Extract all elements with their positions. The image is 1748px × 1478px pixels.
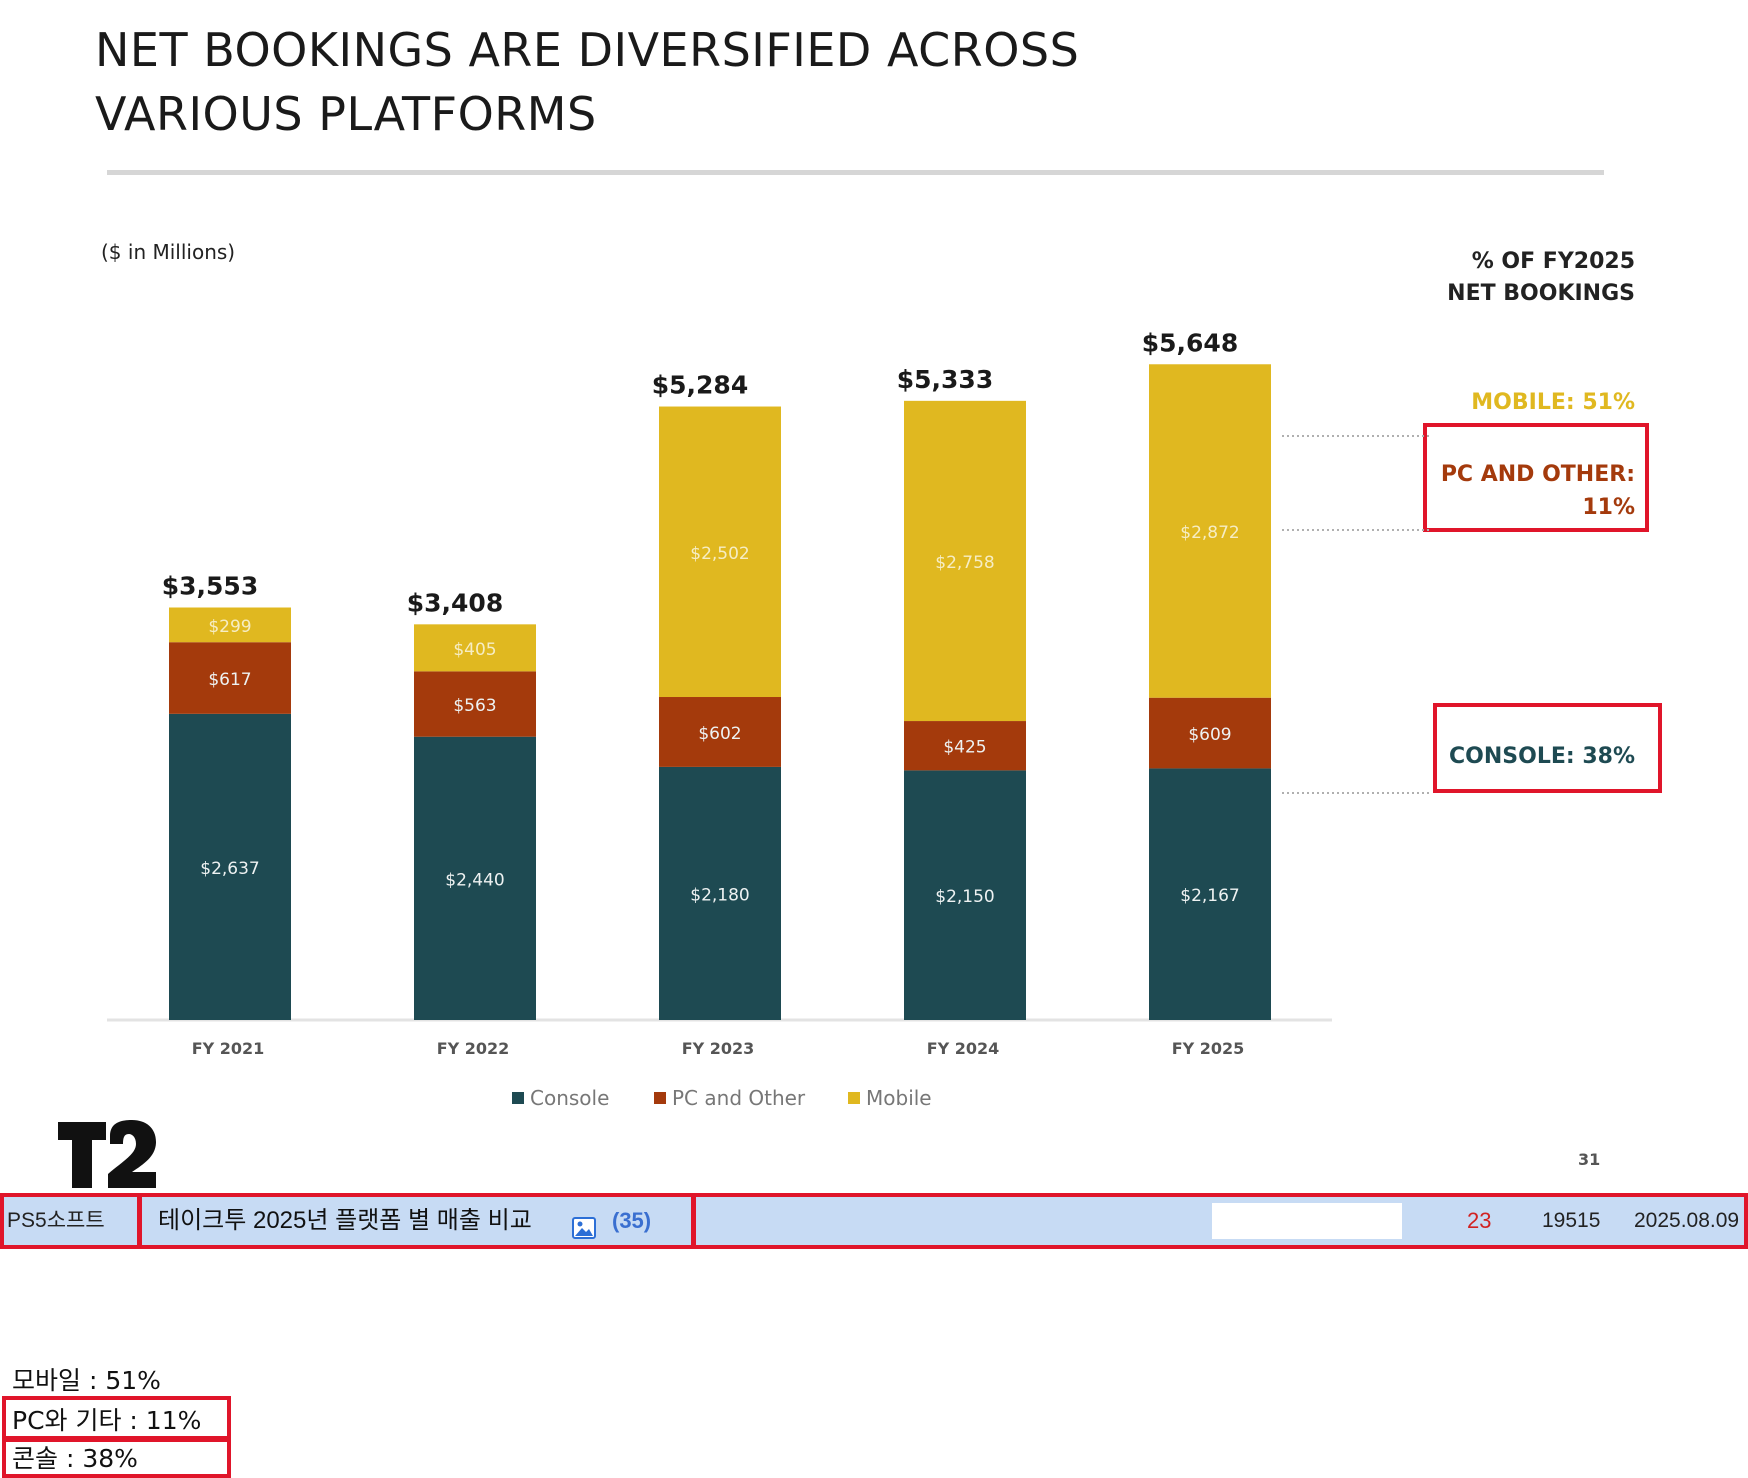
post-category[interactable]: PS5소프트 — [7, 1209, 105, 1232]
highlight-box-pc — [1423, 423, 1649, 532]
data-label-console-fy-2021: $2,637 — [200, 859, 259, 879]
data-label-mobile-fy-2021: $299 — [208, 617, 251, 637]
title-divider — [107, 170, 1604, 175]
legend-label-mobile: Mobile — [866, 1086, 932, 1110]
highlight-box-body-console — [2, 1438, 231, 1478]
highlight-box-console — [1433, 703, 1662, 793]
pct-console: CONSOLE: 38% — [1449, 744, 1635, 769]
legend-swatch-pc-and-other — [654, 1092, 666, 1104]
highlight-box-title — [138, 1193, 695, 1249]
legend-label-console: Console — [530, 1086, 609, 1110]
view-count: 19515 — [1542, 1209, 1601, 1232]
t2-logo — [58, 1120, 156, 1188]
pct-header-line2: NET BOOKINGS — [1447, 281, 1635, 306]
bar-console-fy-2025 — [1149, 768, 1271, 1020]
x-tick-label-fy-2021: FY 2021 — [192, 1039, 265, 1058]
guide-lines — [1282, 435, 1430, 794]
bar-pc-and-other-fy-2022 — [414, 671, 536, 737]
image-icon — [572, 1210, 596, 1239]
pct-header-line1: % OF FY2025 — [1471, 249, 1635, 274]
total-label-fy-2023: $5,284 — [652, 371, 748, 400]
data-label-console-fy-2024: $2,150 — [935, 887, 994, 907]
data-label-mobile-fy-2022: $405 — [453, 640, 496, 660]
x-tick-label-fy-2024: FY 2024 — [927, 1039, 1000, 1058]
bookings-chart: $2,637 $617 $299 $3,553 FY 2021 $2,440 $563 $40… — [107, 328, 1430, 1110]
data-label-console-fy-2022: $2,440 — [445, 870, 504, 890]
total-label-fy-2022: $3,408 — [407, 588, 503, 617]
data-label-pc-and-other-fy-2025: $609 — [1188, 725, 1231, 745]
body-line-mobile: 모바일 : 51% — [12, 1366, 161, 1395]
data-label-console-fy-2023: $2,180 — [690, 885, 749, 905]
bar-mobile-fy-2025 — [1149, 364, 1271, 698]
post-title-link[interactable]: 테이크투 2025년 플랫폼 별 매출 비교 — [158, 1207, 532, 1234]
highlight-box-row — [692, 1193, 1748, 1249]
bar-mobile-fy-2021 — [169, 607, 291, 643]
bar-pc-and-other-fy-2023 — [659, 697, 781, 767]
x-tick-label-fy-2022: FY 2022 — [437, 1039, 510, 1058]
x-tick-label-fy-2025: FY 2025 — [1172, 1039, 1245, 1058]
total-label-fy-2024: $5,333 — [897, 365, 993, 394]
slide-title-line1: NET BOOKINGS ARE DIVERSIFIED ACROSS — [95, 23, 1080, 77]
data-label-mobile-fy-2025: $2,872 — [1180, 523, 1239, 543]
units-note: ($ in Millions) — [101, 240, 236, 264]
pct-header: % OF FY2025 NET BOOKINGS — [1447, 246, 1635, 310]
data-label-mobile-fy-2023: $2,502 — [690, 544, 749, 564]
page-number: 31 — [1578, 1150, 1601, 1169]
comment-count[interactable]: (35) — [612, 1208, 652, 1233]
data-label-pc-and-other-fy-2022: $563 — [453, 696, 496, 716]
post-date: 2025.08.09 — [1634, 1209, 1740, 1232]
board-post-row[interactable]: PS5소프트 테이크투 2025년 플랫폼 별 매출 비교 (35) 23 19… — [0, 1196, 1748, 1246]
x-tick-label-fy-2023: FY 2023 — [682, 1039, 755, 1058]
highlight-box-category — [0, 1193, 141, 1249]
bar-console-fy-2021 — [169, 713, 291, 1020]
bar-console-fy-2023 — [659, 766, 781, 1020]
bar-pc-and-other-fy-2021 — [169, 642, 291, 714]
bar-pc-and-other-fy-2025 — [1149, 697, 1271, 769]
pct-pc-line1: PC AND OTHER: — [1440, 462, 1635, 487]
data-label-pc-and-other-fy-2023: $602 — [698, 724, 741, 744]
bar-console-fy-2024 — [904, 770, 1026, 1020]
total-label-fy-2025: $5,648 — [1142, 328, 1238, 357]
pct-pc-line2: 11% — [1582, 495, 1635, 520]
pct-pc-other: PC AND OTHER: 11% — [1441, 458, 1635, 524]
highlight-box-body-pc — [2, 1396, 231, 1440]
recommend-count: 23 — [1467, 1208, 1492, 1233]
data-label-pc-and-other-fy-2024: $425 — [943, 738, 986, 758]
pct-mobile: MOBILE: 51% — [1471, 390, 1635, 415]
legend-swatch-mobile — [848, 1092, 860, 1104]
bar-console-fy-2022 — [414, 736, 536, 1020]
bar-pc-and-other-fy-2024 — [904, 721, 1026, 771]
legend-label-pc-and-other: PC and Other — [672, 1086, 806, 1110]
legend-swatch-console — [512, 1092, 524, 1104]
data-label-pc-and-other-fy-2021: $617 — [208, 670, 251, 690]
bar-mobile-fy-2023 — [659, 406, 781, 698]
blank-field — [1212, 1203, 1402, 1239]
data-label-console-fy-2025: $2,167 — [1180, 886, 1239, 906]
bar-mobile-fy-2022 — [414, 624, 536, 672]
slide-title: NET BOOKINGS ARE DIVERSIFIED ACROSS VARI… — [95, 18, 1095, 146]
slide-title-line2: VARIOUS PLATFORMS — [95, 87, 597, 141]
body-line-pc: PC와 기타 : 11% — [12, 1406, 202, 1435]
data-label-mobile-fy-2024: $2,758 — [935, 553, 994, 573]
total-label-fy-2021: $3,553 — [162, 571, 258, 600]
body-line-console: 콘솔 : 38% — [12, 1444, 138, 1473]
bar-mobile-fy-2024 — [904, 400, 1026, 722]
